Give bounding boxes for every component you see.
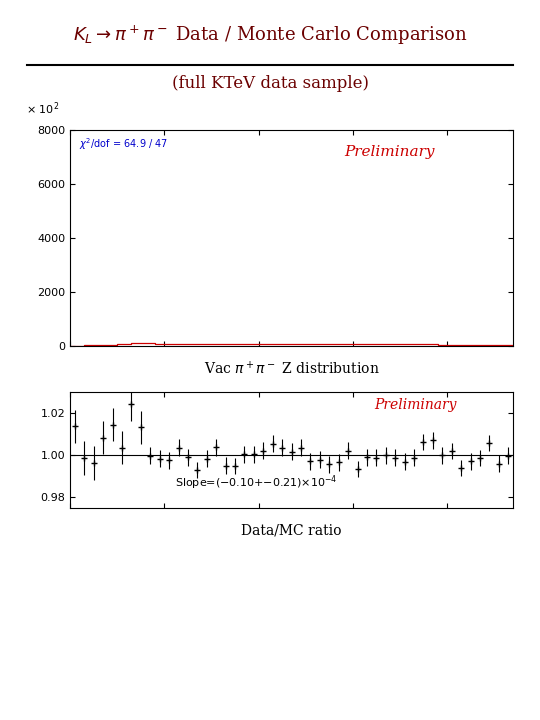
Text: Preliminary: Preliminary: [374, 398, 457, 412]
Text: Vac $\pi^+\pi^-$ Z distribution: Vac $\pi^+\pi^-$ Z distribution: [204, 360, 380, 378]
Text: $\chi^2$/dof = 64.9 / 47: $\chi^2$/dof = 64.9 / 47: [79, 136, 168, 152]
Text: Slope=($-$0.10+$-$0.21)$\times$10$^{-4}$: Slope=($-$0.10+$-$0.21)$\times$10$^{-4}$: [175, 473, 338, 492]
Text: Preliminary: Preliminary: [344, 145, 434, 158]
Text: $K_L \rightarrow \pi^+\pi^-$ Data / Monte Carlo Comparison: $K_L \rightarrow \pi^+\pi^-$ Data / Mont…: [73, 23, 467, 47]
Text: Data/MC ratio: Data/MC ratio: [241, 524, 342, 538]
Text: (full KTeV data sample): (full KTeV data sample): [172, 75, 368, 92]
Text: $\times$ 10$^2$: $\times$ 10$^2$: [26, 100, 59, 117]
